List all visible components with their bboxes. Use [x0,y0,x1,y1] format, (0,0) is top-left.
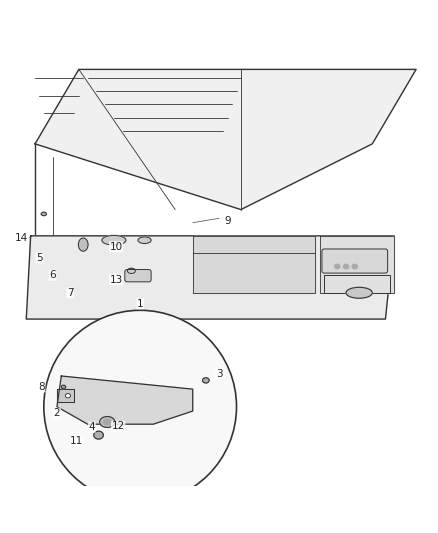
Text: 13: 13 [110,274,123,285]
Text: 9: 9 [224,215,231,225]
Text: 2: 2 [53,408,60,418]
Polygon shape [57,376,193,424]
Text: 3: 3 [215,369,223,379]
Polygon shape [57,389,74,402]
Text: 14: 14 [15,233,28,243]
Ellipse shape [99,416,115,427]
Ellipse shape [103,419,111,425]
Bar [324,275,390,293]
Text: 7: 7 [67,288,74,298]
Ellipse shape [138,237,151,244]
Text: 11: 11 [70,436,83,446]
Text: 8: 8 [38,382,45,392]
Circle shape [44,310,237,503]
Polygon shape [35,69,416,209]
FancyBboxPatch shape [125,270,151,282]
Ellipse shape [202,378,209,383]
Polygon shape [320,236,394,293]
Text: 4: 4 [88,422,95,432]
Ellipse shape [335,264,340,269]
Ellipse shape [352,264,357,269]
Polygon shape [193,236,315,293]
Text: 12: 12 [112,422,125,431]
Polygon shape [26,236,394,319]
Ellipse shape [94,431,103,439]
Ellipse shape [61,385,66,389]
FancyBboxPatch shape [322,249,388,273]
Text: 10: 10 [110,242,123,252]
Ellipse shape [346,287,372,298]
Ellipse shape [343,264,349,269]
Text: 5: 5 [36,253,43,263]
Ellipse shape [41,212,46,216]
Text: 1: 1 [137,298,144,309]
Ellipse shape [78,238,88,251]
Ellipse shape [102,236,126,245]
Text: 6: 6 [49,270,56,280]
Ellipse shape [127,268,135,273]
Ellipse shape [65,393,71,398]
